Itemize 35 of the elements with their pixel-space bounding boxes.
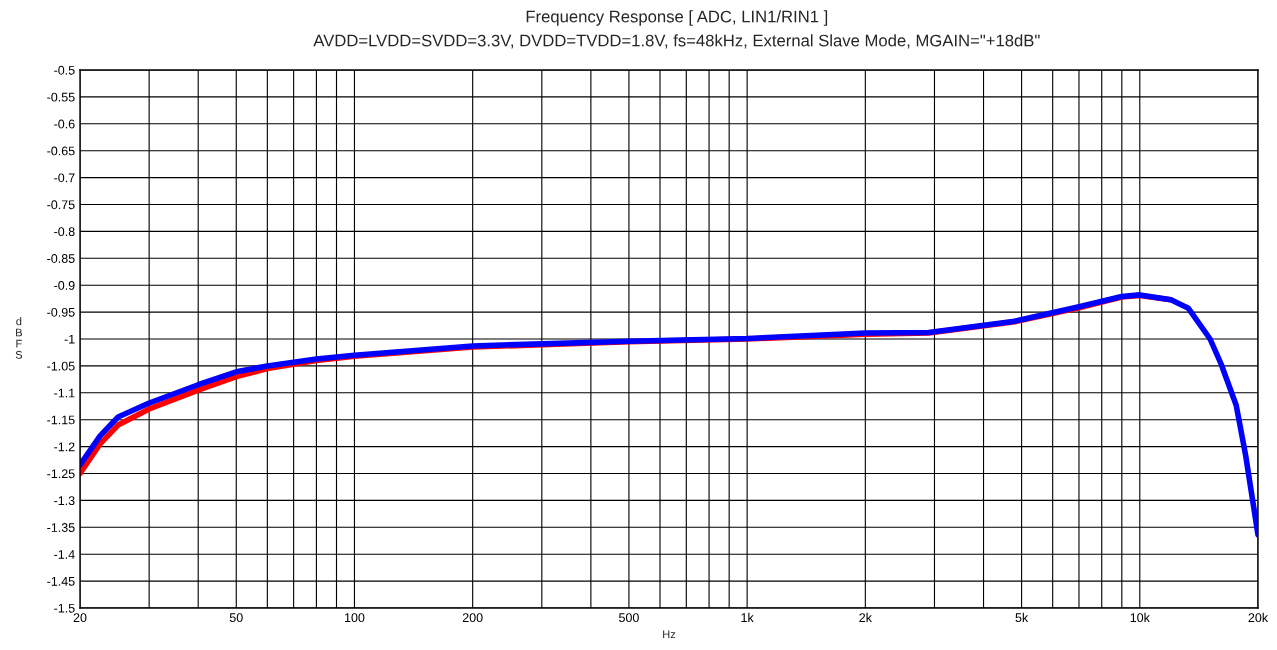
x-tick-label: 20k	[1248, 612, 1269, 623]
y-tick-label: -0.65	[47, 146, 75, 156]
y-tick-label: -1.2	[54, 442, 75, 452]
y-tick-label: -1.25	[47, 469, 75, 479]
y-tick-label: -1	[64, 334, 75, 344]
y-tick-label: -0.75	[47, 200, 75, 210]
y-tick-label: -1.05	[47, 361, 75, 371]
x-tick-label: 100	[344, 613, 365, 623]
y-tick-label: -1.35	[47, 523, 75, 532]
y-tick-label: -1.5	[54, 603, 75, 613]
x-tick-label: 5k	[1015, 612, 1029, 623]
y-tick-label: -0.7	[54, 173, 75, 183]
x-axis-title: Hz	[663, 630, 676, 639]
y-axis-title: dBFS	[15, 317, 23, 359]
x-tick-label: 1k	[741, 612, 754, 622]
x-tick-label: 500	[619, 613, 639, 623]
y-tick-label: -1.15	[47, 415, 75, 425]
y-tick-label: -0.85	[47, 254, 75, 263]
x-tick-label: 10k	[1130, 612, 1150, 623]
y-tick-label: -0.9	[54, 281, 75, 290]
x-tick-label: 200	[462, 613, 483, 623]
y-tick-label: -0.5	[54, 65, 75, 75]
x-tick-label: 50	[229, 613, 243, 623]
y-tick-label: -0.55	[47, 92, 75, 102]
y-tick-label: -1.4	[54, 550, 75, 559]
y-tick-label: -1.1	[54, 388, 75, 398]
y-tick-label: -0.6	[54, 119, 75, 129]
y-tick-label: -1.3	[54, 496, 75, 506]
x-tick-label: 20	[73, 613, 87, 623]
y-tick-label: -0.95	[47, 307, 75, 317]
y-tick-label: -1.45	[47, 577, 75, 586]
x-tick-label: 2k	[859, 612, 872, 622]
chart-title: Frequency Response [ ADC, LIN1/RIN1 ]	[526, 10, 828, 26]
y-tick-label: -0.8	[54, 227, 75, 237]
chart-subtitle: AVDD=LVDD=SVDD=3.3V, DVDD=TVDD=1.8V, fs=48kHz, External Slave Mode, MGAIN="+18dB"	[313, 34, 1040, 49]
